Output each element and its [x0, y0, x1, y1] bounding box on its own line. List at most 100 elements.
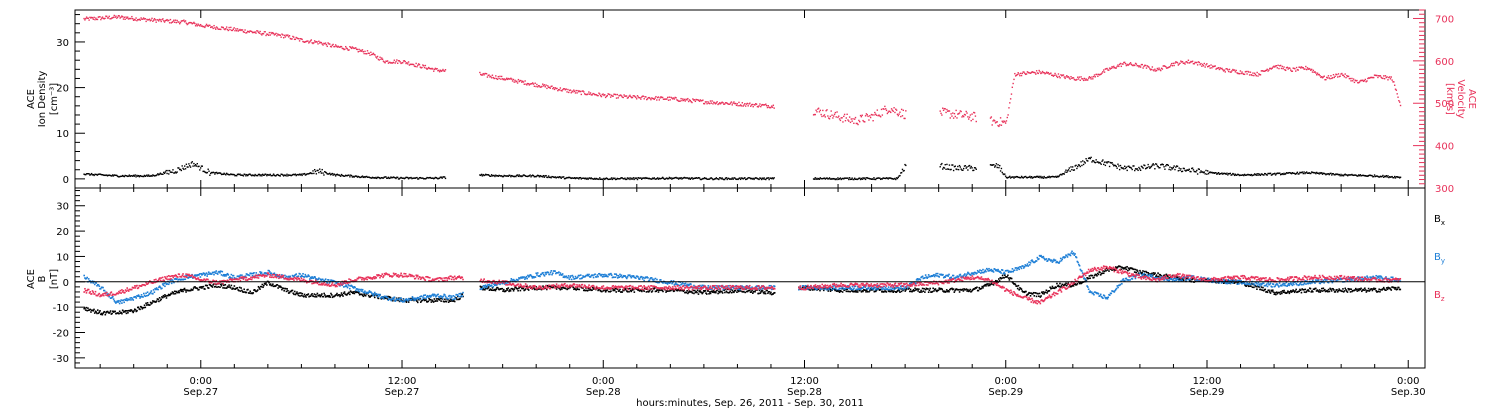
density-point: [745, 178, 748, 180]
density-point: [646, 177, 649, 179]
density-point: [1353, 174, 1356, 176]
density-point: [1389, 176, 1392, 178]
density-point: [321, 168, 323, 171]
bx-point: [1045, 289, 1048, 292]
bx-point: [1336, 288, 1338, 291]
density-point: [1247, 173, 1249, 176]
bx-point: [407, 301, 410, 303]
density-point: [133, 175, 136, 177]
density-point: [151, 175, 153, 177]
bx-point: [1093, 276, 1095, 279]
density-point: [482, 173, 484, 176]
velocity-point: [296, 37, 298, 39]
density-point: [667, 177, 670, 180]
bx-point: [1106, 269, 1109, 271]
velocity-point: [1181, 60, 1184, 63]
bx-point: [1234, 281, 1236, 284]
density-point: [1130, 167, 1133, 169]
velocity-point: [645, 96, 647, 98]
bx-point: [701, 292, 704, 295]
density-point: [373, 177, 375, 179]
velocity-point: [417, 64, 419, 66]
by-point: [157, 288, 159, 291]
bx-point: [967, 288, 969, 291]
bx-point: [227, 286, 230, 288]
velocity-point: [710, 102, 712, 104]
density-point: [748, 177, 750, 179]
density-point: [990, 164, 993, 166]
bx-point: [339, 295, 341, 298]
velocity-point: [757, 106, 759, 108]
density-point: [1238, 173, 1240, 176]
density-point: [257, 173, 260, 176]
bx-point: [1279, 293, 1282, 295]
velocity-point: [393, 59, 396, 61]
bx-point: [1035, 295, 1038, 298]
density-point: [277, 174, 280, 176]
bx-point: [1086, 277, 1088, 279]
density-point: [1108, 165, 1111, 168]
bx-point: [630, 290, 633, 293]
velocity-point: [666, 96, 669, 99]
density-point: [104, 174, 106, 176]
density-point: [1339, 175, 1341, 177]
velocity-point: [1160, 67, 1163, 70]
velocity-point: [154, 19, 157, 21]
velocity-point: [815, 109, 817, 111]
by-point: [308, 275, 310, 277]
velocity-point: [1209, 67, 1211, 69]
velocity-point: [230, 29, 233, 32]
bx-point: [149, 301, 152, 304]
density-point: [1323, 172, 1325, 175]
by-point: [293, 275, 295, 278]
velocity-point: [207, 25, 209, 28]
density-point: [1241, 174, 1243, 176]
density-point: [314, 170, 317, 173]
bx-point: [731, 289, 734, 292]
by-point: [213, 273, 215, 276]
bx-point: [868, 289, 871, 292]
bx-point: [1097, 273, 1100, 276]
density-point: [1073, 169, 1076, 171]
density-point: [828, 177, 831, 179]
velocity-point: [1047, 71, 1050, 74]
velocity-point: [687, 100, 690, 103]
bx-point: [432, 300, 434, 302]
bx-point: [164, 294, 166, 296]
velocity-point: [201, 25, 204, 27]
bx-point: [222, 287, 224, 289]
velocity-point: [596, 94, 598, 97]
density-point: [361, 175, 364, 177]
bx-point: [963, 288, 965, 290]
density-point: [555, 177, 557, 179]
density-point: [1220, 172, 1222, 175]
bx-point: [853, 290, 856, 293]
density-point: [152, 174, 154, 176]
velocity-point: [712, 103, 714, 105]
bx-point: [629, 287, 631, 290]
velocity-point: [1291, 70, 1294, 72]
velocity-point: [1143, 65, 1145, 68]
density-point: [1360, 175, 1362, 177]
density-point: [886, 177, 889, 179]
velocity-point: [1354, 79, 1356, 81]
bx-point: [130, 309, 133, 312]
by-point: [309, 278, 311, 280]
velocity-point: [552, 87, 554, 90]
velocity-point: [1105, 68, 1107, 70]
velocity-point: [225, 26, 228, 28]
velocity-point: [1384, 75, 1387, 77]
bx-point: [481, 286, 483, 288]
velocity-point: [1132, 64, 1134, 67]
bx-point: [772, 293, 774, 295]
top-right-ylabel-1: ACE: [1466, 89, 1477, 109]
velocity-point: [1058, 75, 1060, 78]
velocity-point: [360, 50, 363, 52]
density-point: [714, 178, 717, 180]
density-point: [1358, 174, 1361, 177]
bx-point: [306, 294, 309, 296]
velocity-point: [102, 17, 105, 20]
velocity-point: [879, 116, 882, 118]
bx-point: [1365, 291, 1368, 293]
density-point: [817, 177, 820, 180]
